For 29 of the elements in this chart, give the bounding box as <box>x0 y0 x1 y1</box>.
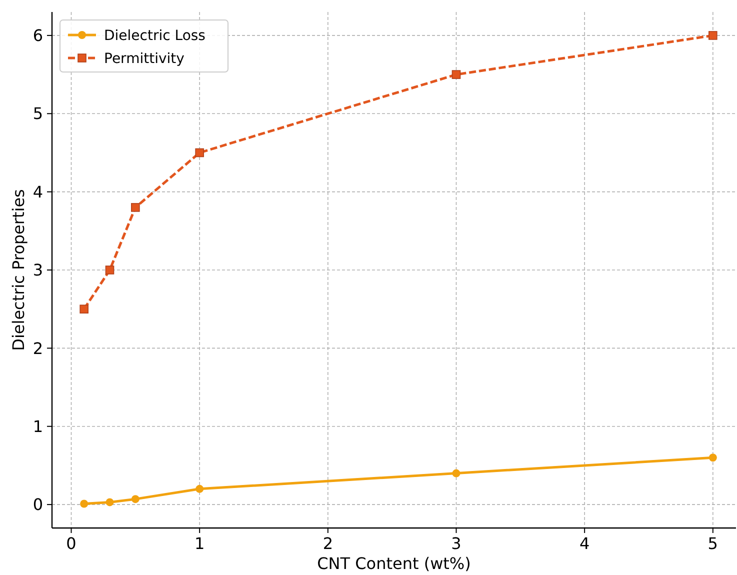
point <box>195 148 204 158</box>
point <box>131 495 140 504</box>
x-tick-label: 1 <box>194 534 205 553</box>
y-tick-label: 3 <box>32 260 43 280</box>
y-axis-title: Dielectric Properties <box>9 189 28 351</box>
point <box>105 266 114 274</box>
y-tick-label: 1 <box>32 416 43 436</box>
x-axis-title: CNT Content (wt%) <box>317 554 471 573</box>
point <box>80 500 88 508</box>
point <box>196 484 204 493</box>
x-tick-label: 2 <box>322 534 334 553</box>
y-tick-label: 5 <box>32 104 43 124</box>
point <box>452 70 461 79</box>
point <box>131 203 140 212</box>
point <box>106 498 114 506</box>
point <box>80 304 88 314</box>
x-tick-label: 3 <box>451 534 462 553</box>
point <box>452 469 460 478</box>
legend-label: Permittivity <box>104 50 184 67</box>
y-tick-label: 0 <box>32 495 43 514</box>
x-tick-label: 4 <box>579 534 590 553</box>
point <box>708 31 718 40</box>
y-tick-label: 6 <box>32 26 43 46</box>
x-tick-label: 0 <box>66 534 76 553</box>
legend-label: Dielectric Loss <box>104 28 206 44</box>
y-tick-label: 2 <box>32 338 43 358</box>
x-tick-label: 5 <box>708 534 718 553</box>
y-tick-label: 4 <box>32 182 43 202</box>
point <box>708 454 717 462</box>
